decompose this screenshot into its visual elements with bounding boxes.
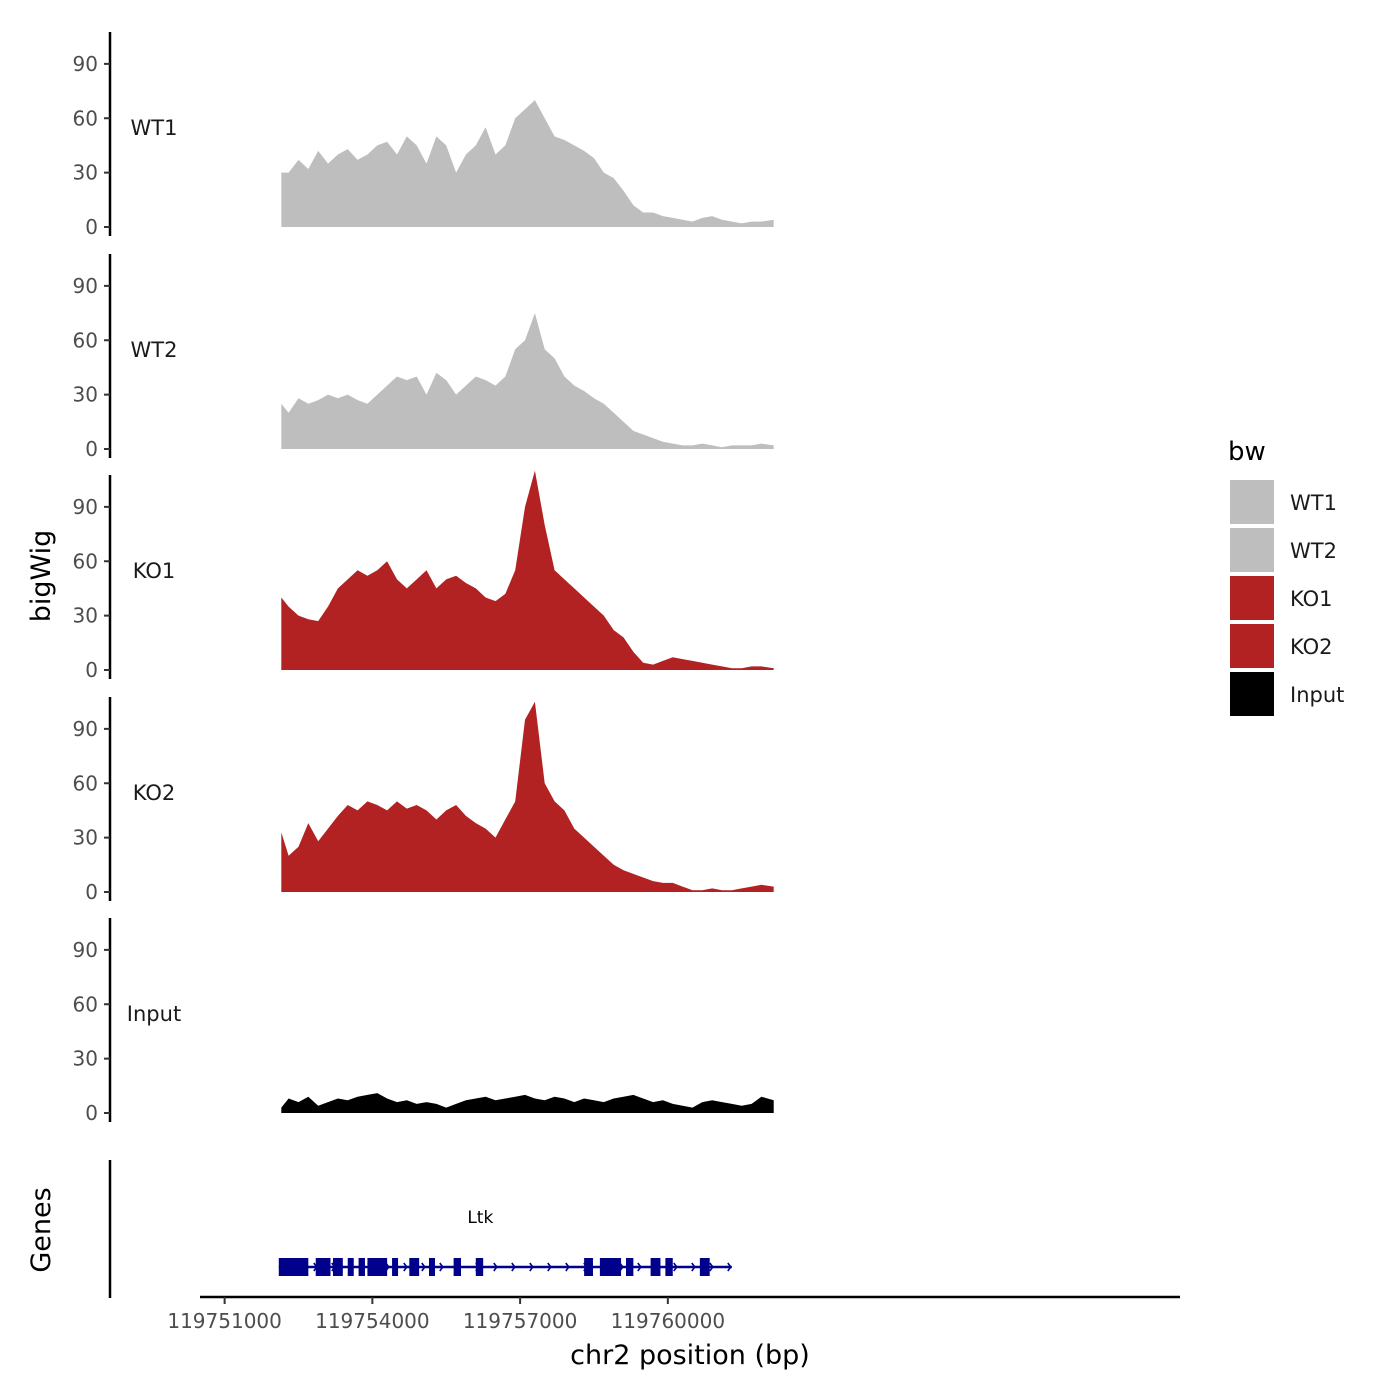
area-WT1 bbox=[281, 100, 774, 227]
y-tick-label: 30 bbox=[73, 1047, 98, 1071]
y-tick-label: 90 bbox=[73, 717, 98, 741]
x-axis: 119751000 119754000 119757000 119760000 bbox=[167, 1295, 1180, 1333]
legend-label: WT1 bbox=[1290, 491, 1337, 515]
y-axis-title: bigWig bbox=[26, 530, 57, 623]
exon bbox=[347, 1258, 354, 1276]
y-tick-label: 60 bbox=[73, 549, 98, 573]
y-tick-label: 90 bbox=[73, 495, 98, 519]
exon bbox=[599, 1258, 622, 1276]
legend-label: KO1 bbox=[1290, 587, 1333, 611]
track-KO1: 0 30 60 90 KO1 bbox=[73, 470, 774, 682]
legend-swatch bbox=[1230, 624, 1274, 668]
exon bbox=[428, 1258, 435, 1276]
track-WT2: 0 30 60 90 WT2 bbox=[73, 254, 774, 461]
strand-arrow bbox=[421, 1262, 426, 1272]
legend-swatch bbox=[1230, 480, 1274, 524]
strand-arrow bbox=[637, 1262, 642, 1272]
track-WT1: 0 30 60 90 WT1 bbox=[73, 32, 774, 239]
y-tick-label: 60 bbox=[73, 328, 98, 352]
legend-entry-WT2: WT2 bbox=[1230, 528, 1337, 572]
exon bbox=[358, 1258, 365, 1276]
y-tick-label: 0 bbox=[85, 658, 98, 682]
legend-title: bw bbox=[1228, 437, 1266, 467]
y-tick-label: 30 bbox=[73, 826, 98, 850]
legend-swatch bbox=[1230, 576, 1274, 620]
y-tick-label: 90 bbox=[73, 52, 98, 76]
y-tick-label: 0 bbox=[85, 1101, 98, 1125]
exon bbox=[453, 1258, 462, 1276]
exon bbox=[625, 1258, 634, 1276]
y-tick-label: 60 bbox=[73, 992, 98, 1016]
exon bbox=[315, 1258, 331, 1276]
area-KO1 bbox=[281, 470, 774, 670]
legend-label: Input bbox=[1290, 683, 1344, 707]
exon bbox=[367, 1258, 388, 1276]
y-tick-label: 60 bbox=[73, 771, 98, 795]
x-axis-title: chr2 position (bp) bbox=[570, 1340, 810, 1371]
legend-swatch bbox=[1230, 672, 1274, 716]
area-Input bbox=[281, 1093, 774, 1113]
x-tick-label: 119754000 bbox=[315, 1309, 430, 1333]
gene-Ltk: Ltk bbox=[278, 1208, 732, 1276]
y-tick-label: 0 bbox=[85, 437, 98, 461]
exon bbox=[665, 1258, 673, 1276]
exon bbox=[699, 1258, 710, 1276]
track-panels: 0 30 60 90 WT1 0 30 60 90 WT2 0 30 60 90 KO1 0 30 60 90 KO2… bbox=[73, 32, 774, 1125]
strand-arrow bbox=[439, 1262, 444, 1272]
strand-arrow bbox=[403, 1262, 408, 1272]
exon bbox=[475, 1258, 484, 1276]
strand-arrow bbox=[511, 1262, 516, 1272]
x-tick-label: 119757000 bbox=[463, 1309, 578, 1333]
gene-panel: Ltk bbox=[108, 1160, 732, 1298]
y-tick-label: 90 bbox=[73, 274, 98, 298]
strand-arrow bbox=[565, 1262, 570, 1272]
exon bbox=[332, 1258, 343, 1276]
track-label: KO1 bbox=[133, 559, 176, 583]
y-tick-label: 0 bbox=[85, 880, 98, 904]
track-label: WT2 bbox=[131, 338, 178, 362]
exon bbox=[650, 1258, 661, 1276]
genes-axis-title: Genes bbox=[26, 1187, 57, 1272]
track-label: Input bbox=[127, 1002, 181, 1026]
x-tick-label: 119760000 bbox=[611, 1309, 726, 1333]
exon bbox=[392, 1258, 399, 1276]
strand-arrow bbox=[493, 1262, 498, 1272]
y-tick-label: 30 bbox=[73, 604, 98, 628]
y-tick-label: 30 bbox=[73, 383, 98, 407]
strand-arrow bbox=[727, 1262, 732, 1272]
y-tick-label: 30 bbox=[73, 161, 98, 185]
track-Input: 0 30 60 90 Input bbox=[73, 918, 774, 1125]
legend-entry-KO1: KO1 bbox=[1230, 576, 1333, 620]
y-tick-label: 90 bbox=[73, 938, 98, 962]
area-KO2 bbox=[281, 701, 774, 892]
y-tick-label: 60 bbox=[73, 106, 98, 130]
strand-arrow bbox=[709, 1262, 714, 1272]
exon bbox=[278, 1258, 309, 1276]
legend: bw WT1 WT2 KO1 KO2 Input bbox=[1228, 437, 1344, 716]
legend-label: WT2 bbox=[1290, 539, 1337, 563]
legend-entry-Input: Input bbox=[1230, 672, 1344, 716]
legend-entry-KO2: KO2 bbox=[1230, 624, 1333, 668]
strand-arrow bbox=[673, 1262, 678, 1272]
y-tick-label: 0 bbox=[85, 215, 98, 239]
strand-arrow bbox=[547, 1262, 552, 1272]
legend-swatch bbox=[1230, 528, 1274, 572]
exon bbox=[409, 1258, 420, 1276]
x-tick-label: 119751000 bbox=[167, 1309, 282, 1333]
legend-label: KO2 bbox=[1290, 635, 1333, 659]
strand-arrow bbox=[529, 1262, 534, 1272]
track-label: WT1 bbox=[131, 116, 178, 140]
track-KO2: 0 30 60 90 KO2 bbox=[73, 697, 774, 904]
exon bbox=[584, 1258, 593, 1276]
gene-label: Ltk bbox=[467, 1208, 493, 1228]
track-label: KO2 bbox=[133, 781, 176, 805]
legend-entry-WT1: WT1 bbox=[1230, 480, 1337, 524]
strand-arrow bbox=[691, 1262, 696, 1272]
area-WT2 bbox=[281, 313, 774, 449]
